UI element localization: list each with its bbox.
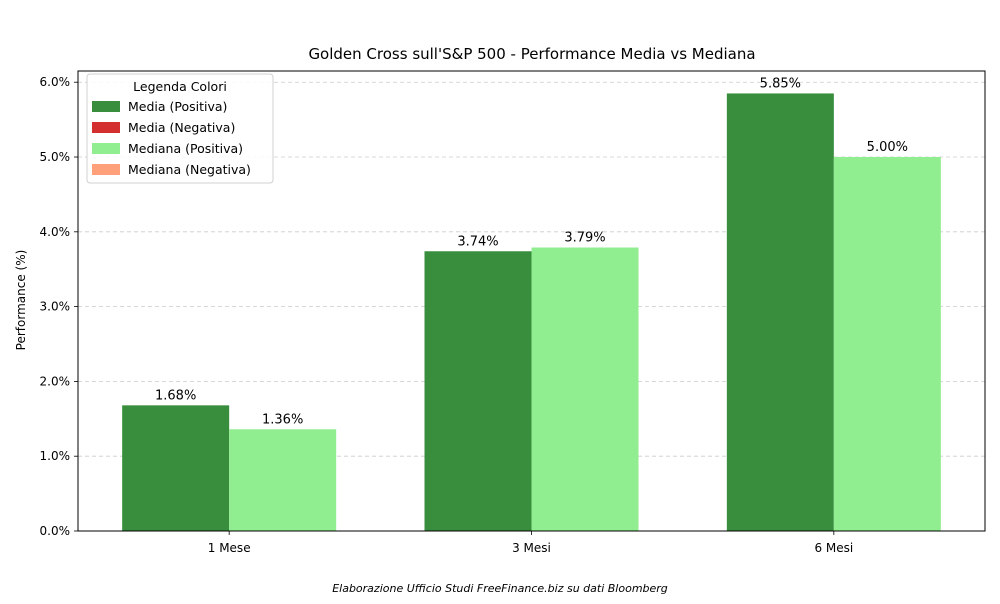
bar-value-label: 3.74% (457, 234, 498, 249)
chart-title: Golden Cross sull'S&P 500 - Performance … (308, 45, 755, 63)
legend-swatch (92, 101, 120, 112)
legend-title: Legenda Colori (133, 79, 227, 94)
bar-media (424, 251, 532, 531)
bars (122, 93, 941, 531)
y-tick-label: 2.0% (40, 374, 71, 388)
bar-mediana (833, 157, 941, 531)
legend-swatch (92, 122, 120, 133)
bar-media (122, 405, 230, 531)
x-tick-label: 3 Mesi (512, 541, 551, 555)
axes: 0.0% 1.0% 2.0% 3.0% 4.0% 5.0% 6.0% 1 Mese 3 Mesi… (40, 70, 986, 555)
legend-entry-label: Media (Positiva) (128, 99, 227, 114)
legend-entry-label: Media (Negativa) (128, 120, 235, 135)
plot-frame (77, 70, 986, 532)
legend-swatch (92, 164, 120, 175)
legend-swatch (92, 143, 120, 154)
bar-value-label: 5.85% (760, 76, 801, 91)
y-axis-label: Performance (%) (14, 250, 28, 351)
y-tick-label: 0.0% (40, 524, 71, 538)
legend: Legenda Colori Media (Positiva) Media (Neg… (86, 73, 274, 184)
y-tick-label: 5.0% (40, 150, 71, 164)
bar-value-label: 1.68% (155, 388, 196, 403)
source-note: Elaborazione Ufficio Studi FreeFinance.b… (332, 582, 668, 595)
x-tick-label: 6 Mesi (814, 541, 853, 555)
bar-value-labels: 1.68% 1.36% 3.74% 3.79% 5.85% 5.00% (155, 76, 908, 427)
y-tick-label: 6.0% (40, 75, 71, 89)
bar-value-label: 1.36% (262, 412, 303, 427)
x-tick-label: 1 Mese (208, 541, 251, 555)
bar-value-label: 5.00% (867, 140, 908, 155)
y-tick-label: 4.0% (40, 225, 71, 239)
y-tick-label: 3.0% (40, 300, 71, 314)
legend-entry-label: Mediana (Negativa) (128, 162, 251, 177)
bar-mediana (531, 247, 639, 531)
legend-box (86, 73, 274, 184)
bar-media (726, 93, 834, 531)
bar-value-label: 3.79% (564, 231, 605, 246)
y-tick-label: 1.0% (40, 449, 71, 463)
legend-entry-label: Mediana (Positiva) (128, 141, 243, 156)
bar-mediana (229, 429, 337, 531)
